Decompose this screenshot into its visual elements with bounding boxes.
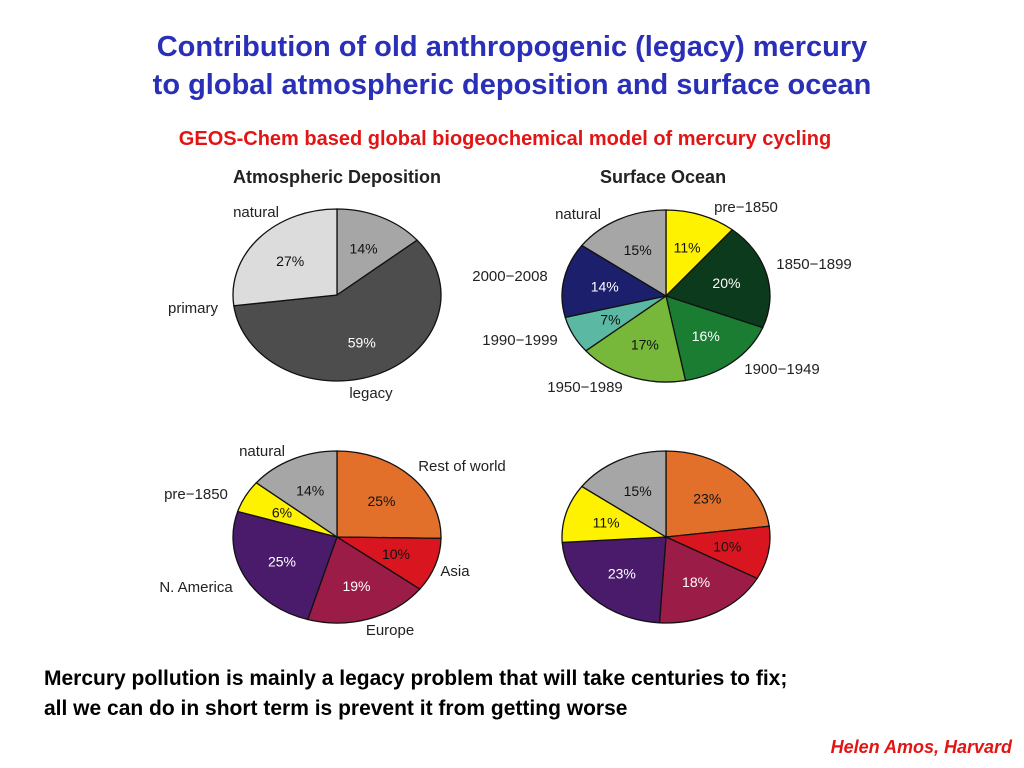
- pie-chart-2: 11% pre−1850 20% 1850−1899 16% 1900−1949 17% 19…: [472, 199, 852, 396]
- pie-slice-natural: [580, 450, 667, 539]
- pie-slice-pre-1850: [665, 209, 734, 298]
- pie-slice-1900-1949: [665, 295, 764, 382]
- pie-slice-1950-1989: [584, 294, 687, 383]
- pie-percent-label: 23%: [608, 565, 636, 581]
- pie-percent-label: 25%: [367, 493, 395, 509]
- pie-category-label: Europe: [366, 622, 414, 639]
- pie-category-label: natural: [555, 206, 601, 223]
- pie-slice-pre-1850: [561, 485, 669, 544]
- pie-category-label: pre−1850: [714, 199, 778, 216]
- pie-slice-rest-of-world: [665, 450, 770, 538]
- pie-percent-label: 14%: [591, 278, 619, 294]
- pie-slice-europe: [658, 536, 759, 624]
- pie-percent-label: 15%: [624, 242, 652, 258]
- pie-percent-label: 18%: [682, 574, 710, 590]
- pie-percent-label: 15%: [624, 483, 652, 499]
- title-line-2: to global atmospheric deposition and sur…: [152, 69, 872, 101]
- pie-category-label: N. America: [159, 579, 233, 596]
- pie-percent-label: 14%: [350, 240, 378, 256]
- conclusion-line-2: all we can do in short term is prevent i…: [44, 697, 628, 720]
- pie-category-label: legacy: [349, 385, 393, 402]
- slide-subtitle: GEOS-Chem based global biogeochemical mo…: [178, 128, 832, 150]
- slide-title: Contribution of old anthropogenic (legac…: [0, 28, 1024, 104]
- pie-slice-2000-2008: [561, 244, 668, 319]
- pie-percent-label: 10%: [713, 539, 741, 555]
- pie-percent-label: 23%: [693, 490, 721, 506]
- pie-slice-natural: [336, 208, 419, 297]
- pie-percent-label: 27%: [276, 253, 304, 269]
- pie-category-label: 1990−1999: [482, 332, 558, 349]
- pie-chart-4: 23% 10% 18% 23% 11%15%: [561, 450, 771, 624]
- pie-percent-label: 11%: [674, 239, 701, 255]
- pie-percent-label: 59%: [348, 334, 376, 350]
- pie-category-label: natural: [233, 204, 279, 221]
- pie-percent-label: 19%: [342, 578, 370, 594]
- pie-category-label: natural: [239, 443, 285, 460]
- pie-percent-label: 16%: [692, 328, 720, 344]
- surface-ocean-header: Surface Ocean: [600, 167, 727, 187]
- pie-category-label: Rest of world: [418, 458, 506, 475]
- pie-slice-primary: [232, 208, 338, 307]
- pie-slice-n-america: [232, 510, 338, 621]
- pie-slice-n-america: [561, 536, 667, 624]
- pie-percent-label: 25%: [268, 553, 296, 569]
- pie-slice-natural: [580, 209, 667, 298]
- pie-chart-1: 14% natural 59% legacy 27% primary: [168, 204, 442, 402]
- pie-chart-3: 25% Rest of world 10% Asia 19% Europe 25% N. Am…: [159, 443, 505, 639]
- pie-slice-rest-of-world: [336, 450, 442, 540]
- pie-category-label: primary: [168, 300, 219, 317]
- pie-percent-label: 17%: [631, 337, 659, 353]
- conclusion-text: Mercury pollution is mainly a legacy pro…: [44, 664, 984, 724]
- pie-category-label: pre−1850: [164, 486, 228, 503]
- atmospheric-deposition-header: Atmospheric Deposition: [233, 167, 442, 187]
- pie-category-label: Asia: [440, 563, 470, 580]
- pie-slice-1850-1899: [664, 228, 771, 329]
- pie-slice-natural: [255, 450, 338, 539]
- pie-category-label: 2000−2008: [472, 268, 548, 285]
- pie-category-label: 1950−1989: [547, 379, 623, 396]
- conclusion-line-1: Mercury pollution is mainly a legacy pro…: [44, 667, 788, 690]
- pie-percent-label: 20%: [712, 275, 740, 291]
- pie-percent-label: 14%: [296, 482, 324, 498]
- pie-slice-europe: [306, 536, 421, 624]
- pie-percent-label: 6%: [272, 505, 292, 521]
- pie-category-label: 1850−1899: [776, 256, 852, 273]
- pie-percent-label: 11%: [593, 515, 620, 531]
- author-credit: Helen Amos, Harvard: [830, 737, 1012, 757]
- pie-percent-label: 10%: [382, 546, 410, 562]
- pie-category-label: 1900−1949: [744, 361, 820, 378]
- pie-percent-label: 7%: [600, 311, 620, 327]
- pie-slice-legacy: [233, 239, 442, 382]
- title-line-1: Contribution of old anthropogenic (legac…: [156, 31, 868, 63]
